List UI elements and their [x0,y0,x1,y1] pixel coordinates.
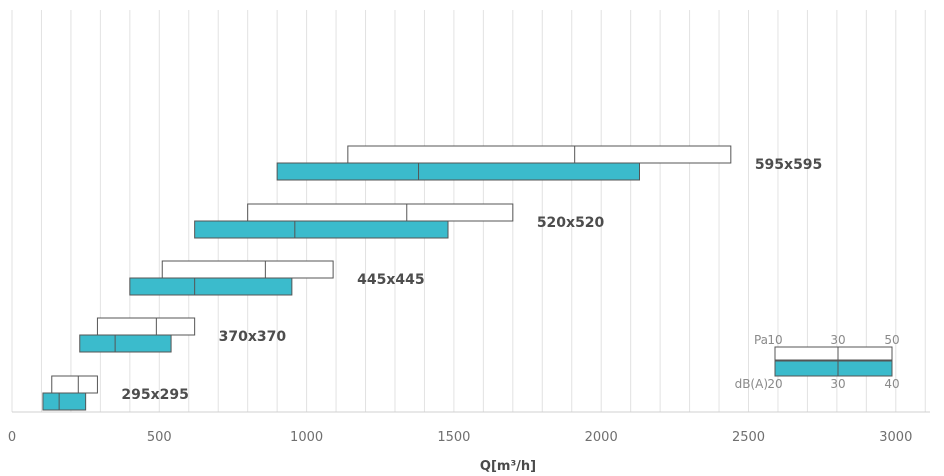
x-tick-label: 1500 [437,430,470,445]
bar-row-370x370: 370x370 [79,317,287,353]
x-tick-label: 2000 [585,430,618,445]
db-bar [194,220,449,239]
x-axis-label: Q[m³/h] [480,459,536,474]
legend-pa-tick-2: 30 [830,333,845,347]
pa-bar [161,260,334,279]
x-tick-label: 3000 [879,430,912,445]
bar-row-295x295: 295x295 [42,375,189,411]
x-tick-label: 500 [147,430,172,445]
bar-row-595x595: 595x595 [276,145,822,181]
bar-rows: 595x595 520x520 445x445 370x370 295x295 [42,145,822,411]
bar-row-520x520: 520x520 [194,203,605,239]
size-label: 445x445 [357,272,424,288]
legend-pa-tick-1: 10 [767,333,782,347]
legend-db-tick-1: 20 [767,377,782,391]
db-bar [79,334,172,353]
pa-bar [347,145,732,164]
pa-bar [96,317,196,336]
pa-bar [247,203,514,222]
legend-db-tick-3: 40 [884,377,899,391]
legend-pa-bar [774,346,893,361]
size-label: 595x595 [755,157,822,173]
legend-db-tick-2: 30 [830,377,845,391]
db-bar [276,162,640,181]
x-tick-label: 0 [8,430,16,445]
legend-pa-tick-3: 50 [884,333,899,347]
legend-pa-label: Pa [754,333,768,347]
legend-db-bar [774,360,893,377]
size-label: 370x370 [219,329,287,345]
x-tick-label: 2500 [732,430,765,445]
bar-row-445x445: 445x445 [129,260,425,296]
size-label: 520x520 [537,215,605,231]
legend-db-label: dB(A) [735,377,768,391]
db-bar [42,392,87,411]
legend: Pa 10 30 50 dB(A) 20 30 40 [735,333,900,391]
size-label: 295x295 [121,387,188,403]
x-tick-labels: 0 500 1000 1500 2000 2500 3000 [8,430,912,445]
db-bar [129,277,293,296]
pa-bar [51,375,98,394]
x-tick-label: 1000 [290,430,323,445]
